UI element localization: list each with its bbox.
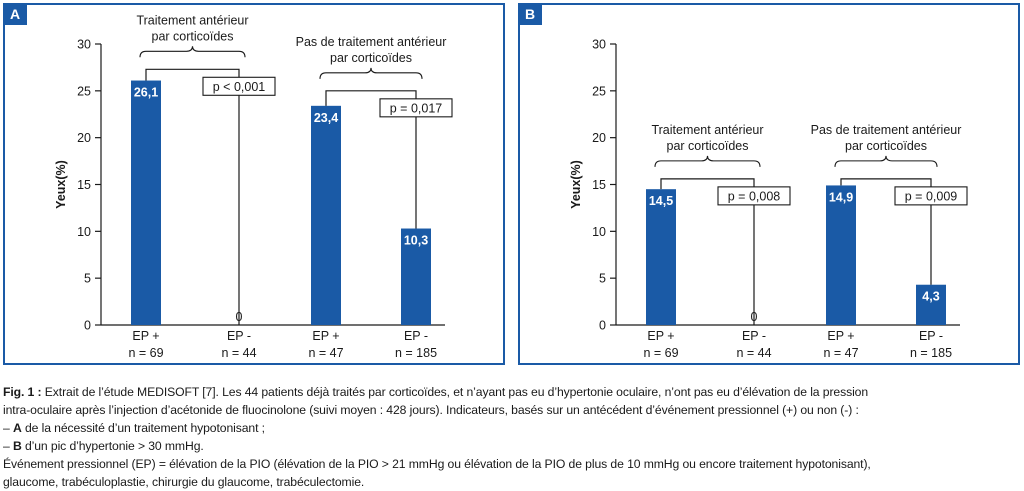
y-tick-label: 15 [77,178,91,192]
caption-line: glaucome, trabéculoplastie, chirurgie du… [3,475,365,489]
bar-value-label: 14,9 [829,190,853,204]
category-label: n = 44 [221,346,256,360]
group-brace [139,46,246,58]
p-value-box [894,186,968,206]
significance-bracket [325,90,417,229]
panel-label: B [518,3,542,25]
group-label: par corticoïdes [152,29,234,43]
caption-dash: – [3,439,13,453]
category-label: n = 185 [395,346,437,360]
caption-line: d’un pic d’hypertonie > 30 mmHg. [21,439,204,453]
caption-line: intra-oculaire après l’injection d’acéto… [3,403,859,417]
category-label: EP + [312,329,339,343]
y-tick-label: 0 [84,319,91,333]
y-tick-label: 20 [592,131,606,145]
p-value-label: p < 0,001 [213,80,266,94]
category-label: EP - [404,329,428,343]
y-tick-label: 15 [592,178,606,192]
y-tick-label: 10 [77,225,91,239]
y-tick-label: 30 [77,38,91,52]
bar-value-label: 14,5 [649,194,673,208]
group-label: Traitement antérieur [651,123,763,137]
p-value-label: p = 0,017 [390,101,443,115]
category-label: EP - [227,329,251,343]
category-label: n = 44 [736,346,771,360]
category-label: EP - [742,329,766,343]
group-label: par corticoïdes [330,51,412,65]
significance-bracket [660,178,755,325]
y-tick-label: 0 [599,319,606,333]
p-value-box [717,186,791,206]
group-label: Pas de traitement antérieur [296,35,447,49]
category-label: EP + [132,329,159,343]
y-tick-label: 20 [77,131,91,145]
group-brace [654,155,761,167]
bar [401,228,431,325]
group-label: par corticoïdes [845,139,927,153]
group-brace [834,155,938,167]
p-value-box [379,98,453,118]
group-label: par corticoïdes [667,139,749,153]
y-tick-label: 10 [592,225,606,239]
caption-line: Extrait de l’étude MEDISOFT [7]. Les 44 … [41,385,869,399]
category-label: n = 47 [823,346,858,360]
caption-line: Événement pressionnel (EP) = élévation d… [3,457,871,471]
bar [826,185,856,325]
significance-bracket [145,68,240,325]
caption-bold-a: A [12,421,22,435]
caption-figure-label: Fig. 1 : [3,385,42,399]
category-label: EP + [827,329,854,343]
category-label: n = 69 [643,346,678,360]
bar [916,284,946,325]
figure-caption: Fig. 1 : Extrait de l’étude MEDISOFT [7]… [3,383,1021,491]
bar-value-label: 4,3 [922,290,939,304]
chart-panel-b: B 0 5 10 15 20 25 30 Yeux(%) 14,5 EP + n = 69 0 EP -… [518,3,1020,365]
p-value-label: p = 0,009 [905,189,958,203]
group-label: Traitement antérieur [136,13,248,27]
y-tick-label: 5 [84,272,91,286]
significance-bracket [840,178,932,285]
y-tick-label: 25 [592,84,606,98]
category-label: n = 185 [910,346,952,360]
category-label: n = 47 [308,346,343,360]
bar-value-label: 26,1 [134,86,158,100]
y-axis-title: Yeux(%) [54,160,68,209]
caption-dash: – [3,421,13,435]
caption-bold-b: B [12,439,22,453]
group-label: Pas de traitement antérieur [811,123,962,137]
panel-label: A [3,3,27,25]
bar [646,189,676,325]
caption-line: de la nécessité d’un traitement hypotoni… [21,421,265,435]
y-axis-title: Yeux(%) [569,160,583,209]
bar-value-label: 10,3 [404,234,428,248]
y-tick-label: 30 [592,38,606,52]
y-tick-label: 25 [77,84,91,98]
bar [131,80,161,325]
bar-value-label: 23,4 [314,111,338,125]
p-value-label: p = 0,008 [728,189,781,203]
group-brace [319,67,423,79]
y-tick-label: 5 [599,272,606,286]
bar [311,105,341,325]
chart-panel-a: A 0 5 10 15 20 25 30 Yeux(%) 26,1 EP + n = 69 0 EP -… [3,3,505,365]
category-label: EP - [919,329,943,343]
p-value-box [202,76,276,96]
category-label: EP + [647,329,674,343]
category-label: n = 69 [128,346,163,360]
